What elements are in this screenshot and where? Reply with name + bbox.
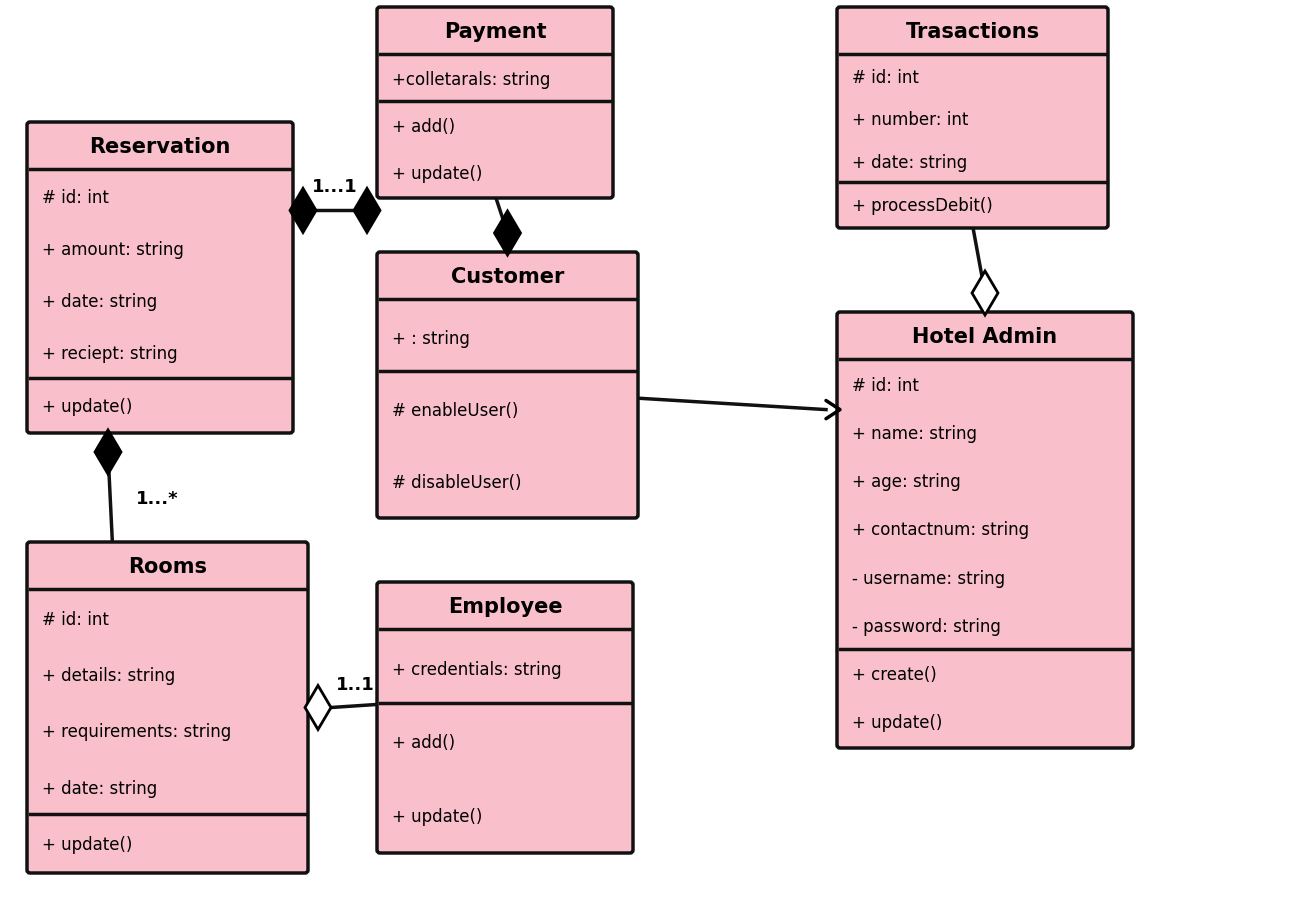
Text: # id: int: # id: int — [43, 189, 108, 207]
Text: + amount: string: + amount: string — [43, 241, 184, 259]
Text: + details: string: + details: string — [43, 667, 175, 685]
Text: Employee: Employee — [448, 597, 562, 617]
Text: + add(): + add() — [392, 118, 455, 136]
Text: + date: string: + date: string — [43, 779, 157, 797]
Text: # disableUser(): # disableUser() — [392, 473, 521, 491]
Polygon shape — [290, 188, 316, 232]
Text: + create(): + create() — [851, 666, 937, 684]
Text: + update(): + update() — [392, 165, 482, 183]
FancyBboxPatch shape — [377, 582, 633, 853]
Text: Hotel Admin: Hotel Admin — [912, 327, 1058, 347]
Text: # enableUser(): # enableUser() — [392, 401, 519, 419]
Text: + add(): + add() — [392, 734, 455, 752]
Text: 1...1: 1...1 — [312, 178, 357, 196]
Text: Reservation: Reservation — [89, 137, 231, 157]
Text: + update(): + update() — [43, 836, 133, 854]
Text: # id: int: # id: int — [43, 611, 108, 629]
Polygon shape — [971, 271, 998, 315]
Text: # id: int: # id: int — [851, 68, 918, 86]
Text: - password: string: - password: string — [851, 617, 1001, 635]
Text: 1...*: 1...* — [135, 490, 178, 508]
Text: + update(): + update() — [43, 398, 133, 416]
Text: # id: int: # id: int — [851, 376, 918, 394]
Text: +colletarals: string: +colletarals: string — [392, 71, 551, 89]
Text: + update(): + update() — [392, 808, 482, 826]
Polygon shape — [95, 430, 121, 474]
FancyBboxPatch shape — [27, 122, 293, 433]
Text: Customer: Customer — [450, 267, 564, 287]
Text: + date: string: + date: string — [851, 154, 968, 172]
FancyBboxPatch shape — [837, 312, 1133, 748]
FancyBboxPatch shape — [837, 7, 1108, 228]
Text: + requirements: string: + requirements: string — [43, 724, 231, 742]
Text: + processDebit(): + processDebit() — [851, 197, 993, 215]
Text: + : string: + : string — [392, 329, 470, 347]
Text: + name: string: + name: string — [851, 425, 977, 443]
Text: Payment: Payment — [444, 22, 546, 42]
FancyBboxPatch shape — [27, 542, 308, 873]
Text: + update(): + update() — [851, 715, 943, 733]
Text: + reciept: string: + reciept: string — [43, 346, 178, 364]
Text: Trasactions: Trasactions — [906, 22, 1040, 42]
Text: Rooms: Rooms — [128, 557, 206, 577]
Text: + contactnum: string: + contactnum: string — [851, 521, 1029, 539]
Text: + age: string: + age: string — [851, 473, 961, 491]
FancyBboxPatch shape — [377, 252, 639, 518]
Polygon shape — [494, 211, 520, 255]
FancyBboxPatch shape — [377, 7, 613, 198]
Text: + date: string: + date: string — [43, 293, 157, 311]
Text: + number: int: + number: int — [851, 112, 969, 130]
Text: 1..1: 1..1 — [337, 676, 375, 694]
Text: - username: string: - username: string — [851, 570, 1005, 588]
Text: + credentials: string: + credentials: string — [392, 661, 561, 679]
Polygon shape — [304, 686, 332, 730]
Polygon shape — [353, 188, 381, 232]
